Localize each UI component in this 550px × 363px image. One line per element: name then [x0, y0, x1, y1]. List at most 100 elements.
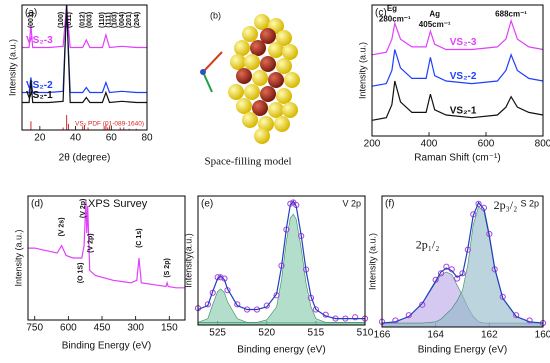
x-tick-label: 400 [421, 139, 438, 150]
x-tick-label: 510 [357, 328, 374, 339]
data-point [217, 274, 224, 281]
y-axis-label: Intensity (a.u.) [7, 39, 17, 96]
panel-label: (d) [31, 199, 43, 210]
y-axis-label: Intensity (a.u.) [367, 233, 377, 290]
data-point [204, 301, 211, 308]
panel-subtitle: V 2p [342, 198, 361, 208]
series-line [371, 18, 544, 56]
x-tick-label: 520 [258, 328, 275, 339]
annotation: (S 2p) [164, 258, 171, 277]
annotation: (003) [87, 12, 94, 28]
x-tick-label: 20 [34, 133, 46, 144]
series-label: VS₂-2 [26, 80, 53, 91]
annotation: (V 2s) [58, 217, 65, 236]
data-point [437, 270, 445, 277]
component-area [381, 205, 544, 328]
x-tick-label: 800 [535, 139, 550, 150]
caption: Space-filling model [204, 156, 291, 168]
annotation: Eg [387, 4, 397, 13]
x-axis-label: Binding energy (eV) [237, 345, 325, 356]
panel-label: (b) [210, 10, 221, 20]
x-tick-label: 164 [427, 330, 444, 341]
annotation: (201) [126, 12, 133, 28]
axis-arrow [202, 51, 223, 73]
panel-label: (e) [201, 199, 213, 210]
series-line [28, 200, 185, 289]
data-point [312, 306, 319, 313]
x-tick-label: 525 [209, 328, 226, 339]
x-tick-label: 750 [26, 323, 43, 334]
annotation: Ag [429, 9, 440, 18]
component-area [197, 213, 366, 326]
annotation: (100) [58, 12, 65, 28]
y-axis-label: Intensity(a.u.) [183, 233, 193, 288]
x-axis-label: Raman Shift (cm⁻¹) [414, 153, 500, 164]
y-axis-label: Intensity (a.u.) [357, 42, 367, 99]
data-point [419, 301, 426, 308]
space-filling-model [200, 14, 300, 144]
annotation: (012) [80, 12, 87, 28]
series-line [371, 49, 544, 87]
panel-label: (f) [385, 199, 394, 210]
x-axis-label: Binding Energy (eV) [62, 341, 152, 352]
series-line [22, 4, 147, 104]
annotation: 2p₃/₂ [494, 198, 518, 212]
x-tick-label: 162 [481, 330, 498, 341]
x-axis-label: 2θ (degree) [59, 153, 111, 164]
panel-label: (a) [25, 8, 37, 19]
plot-frame [381, 195, 544, 328]
panel-subtitle: S 2p [520, 198, 539, 208]
annotation: (110) [99, 12, 106, 28]
reference-label: VS₂ PDF (01-089-1640) [75, 121, 144, 128]
x-tick-label: 450 [94, 323, 111, 334]
annotation: (V 2p) [88, 233, 95, 252]
annotation: 688cm⁻¹ [495, 9, 527, 18]
series-label: VS₂-2 [450, 71, 477, 82]
x-tick-label: 80 [141, 133, 153, 144]
x-tick-label: 40 [70, 133, 82, 144]
x-tick-label: 600 [478, 139, 495, 150]
annotation: 405cm⁻¹ [419, 20, 451, 29]
data-point [263, 302, 270, 309]
annotation: 2p₁/₂ [416, 238, 440, 252]
annotation: (204) [134, 12, 141, 28]
annotation: (C 1s) [136, 228, 143, 247]
x-tick-label: 166 [374, 330, 391, 341]
data-point [454, 275, 461, 282]
annotation: 280cm⁻¹ [379, 15, 411, 24]
axis-origin [200, 69, 206, 75]
data-point [352, 314, 359, 321]
x-tick-label: 600 [60, 323, 77, 334]
x-axis-label: Binding Energy (eV) [418, 345, 508, 356]
series-line [197, 200, 365, 320]
x-tick-label: 515 [308, 328, 325, 339]
data-point [459, 270, 466, 277]
data-point [475, 200, 482, 207]
data-point [432, 276, 439, 283]
series-line [381, 201, 544, 324]
data-point [234, 301, 241, 308]
annotation: (004) [119, 12, 126, 28]
annotation: (011) [66, 12, 73, 28]
series-line [22, 4, 147, 49]
axis-arrow [202, 71, 213, 93]
data-point [405, 312, 412, 319]
plot-frame [371, 4, 544, 137]
data-point [443, 263, 450, 270]
plot-frame [197, 195, 366, 326]
data-point [499, 293, 506, 300]
data-point [513, 312, 520, 319]
annotation: (O 1S) [78, 263, 85, 284]
series-label: VS₂-1 [26, 90, 53, 101]
x-tick-label: 200 [364, 139, 381, 150]
atoms [228, 14, 300, 144]
annotation: (001) [28, 12, 35, 28]
series-label: VS₂-3 [26, 35, 53, 46]
x-tick-label: 300 [127, 323, 144, 334]
series-line [371, 80, 544, 121]
panel-subtitle: XPS Survey [88, 198, 148, 210]
y-axis-label: Intensity (a.u.) [13, 229, 23, 286]
series-label: VS₂-3 [450, 37, 477, 48]
